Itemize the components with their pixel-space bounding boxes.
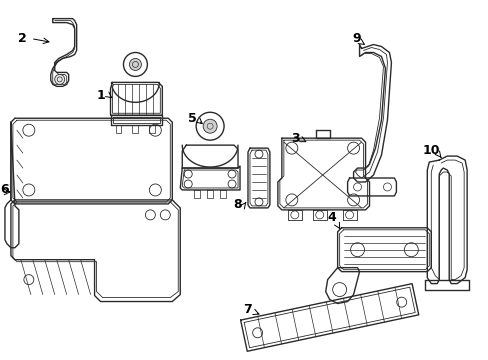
Polygon shape <box>220 190 225 198</box>
Polygon shape <box>180 166 240 190</box>
Polygon shape <box>149 125 155 133</box>
Polygon shape <box>194 190 200 198</box>
Polygon shape <box>287 210 301 220</box>
Polygon shape <box>353 45 390 182</box>
Polygon shape <box>110 82 162 115</box>
Circle shape <box>55 75 64 84</box>
Polygon shape <box>51 19 77 86</box>
Circle shape <box>203 119 217 133</box>
Text: 3: 3 <box>291 132 300 145</box>
Text: 1: 1 <box>96 89 105 102</box>
Text: 7: 7 <box>243 303 252 316</box>
Text: 6: 6 <box>0 184 9 197</box>
Polygon shape <box>132 125 138 133</box>
Circle shape <box>123 53 147 76</box>
Polygon shape <box>312 210 326 220</box>
Circle shape <box>129 58 141 71</box>
Polygon shape <box>427 156 466 284</box>
Polygon shape <box>182 145 238 168</box>
Text: 4: 4 <box>326 211 335 224</box>
Polygon shape <box>110 115 162 125</box>
Polygon shape <box>5 122 19 248</box>
Text: 5: 5 <box>187 112 196 125</box>
Polygon shape <box>277 138 369 210</box>
Polygon shape <box>207 190 213 198</box>
Polygon shape <box>247 148 269 208</box>
Polygon shape <box>240 284 418 351</box>
Text: 8: 8 <box>233 198 242 211</box>
Polygon shape <box>325 268 359 303</box>
Polygon shape <box>342 210 356 220</box>
Polygon shape <box>115 125 121 133</box>
Polygon shape <box>337 228 430 272</box>
Polygon shape <box>425 280 468 289</box>
Circle shape <box>196 112 224 140</box>
Polygon shape <box>11 200 180 302</box>
Polygon shape <box>315 130 329 138</box>
Text: 9: 9 <box>351 32 360 45</box>
Polygon shape <box>11 118 172 204</box>
Text: 10: 10 <box>422 144 439 157</box>
Text: 2: 2 <box>19 32 27 45</box>
Polygon shape <box>347 178 396 196</box>
